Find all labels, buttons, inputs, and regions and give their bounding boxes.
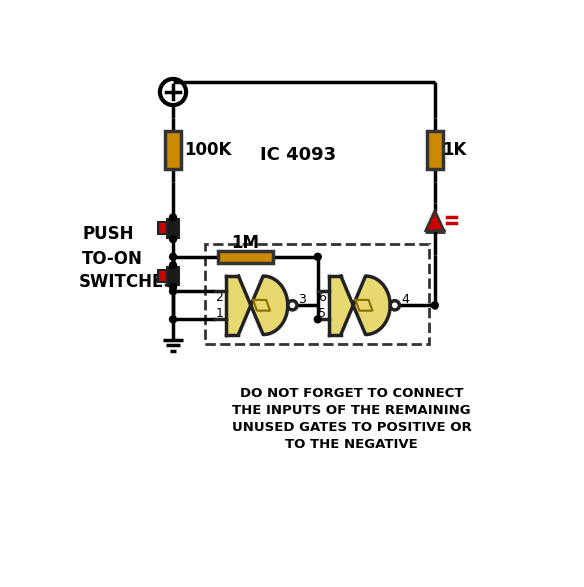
Bar [167,219,179,238]
Text: 4: 4 [401,293,409,306]
Bar [165,131,180,169]
Circle shape [314,316,321,323]
Text: 100K: 100K [184,141,231,158]
Bar [329,276,341,335]
Bar [167,266,179,285]
Bar [158,222,167,234]
Text: IC 4093: IC 4093 [260,146,336,164]
Text: TO-ON: TO-ON [82,250,143,268]
Bar [158,270,167,282]
Circle shape [169,235,176,242]
Polygon shape [238,276,288,335]
Text: PUSH: PUSH [82,225,134,242]
Text: 1K: 1K [443,141,467,158]
Bar [218,251,273,263]
Text: DO NOT FORGET TO CONNECT: DO NOT FORGET TO CONNECT [240,387,464,400]
Polygon shape [426,211,444,231]
Circle shape [169,262,176,269]
Text: 1: 1 [215,306,223,320]
Circle shape [169,214,176,221]
Circle shape [169,288,176,295]
Circle shape [314,254,321,260]
Bar [226,276,238,335]
Polygon shape [341,276,390,335]
Text: 5: 5 [318,306,326,320]
Circle shape [169,284,176,291]
Text: UNUSED GATES TO POSITIVE OR: UNUSED GATES TO POSITIVE OR [232,421,471,434]
Circle shape [169,254,176,260]
Text: 2: 2 [215,291,223,304]
Text: SWITCHES: SWITCHES [78,273,176,291]
Bar [206,244,429,344]
Circle shape [432,302,438,309]
Text: 3: 3 [298,293,307,306]
Text: TO THE NEGATIVE: TO THE NEGATIVE [286,438,418,451]
Bar [427,131,443,169]
Text: 1M: 1M [231,234,259,252]
Text: THE INPUTS OF THE REMAINING: THE INPUTS OF THE REMAINING [232,404,471,417]
Circle shape [169,316,176,323]
Text: 6: 6 [318,291,325,304]
